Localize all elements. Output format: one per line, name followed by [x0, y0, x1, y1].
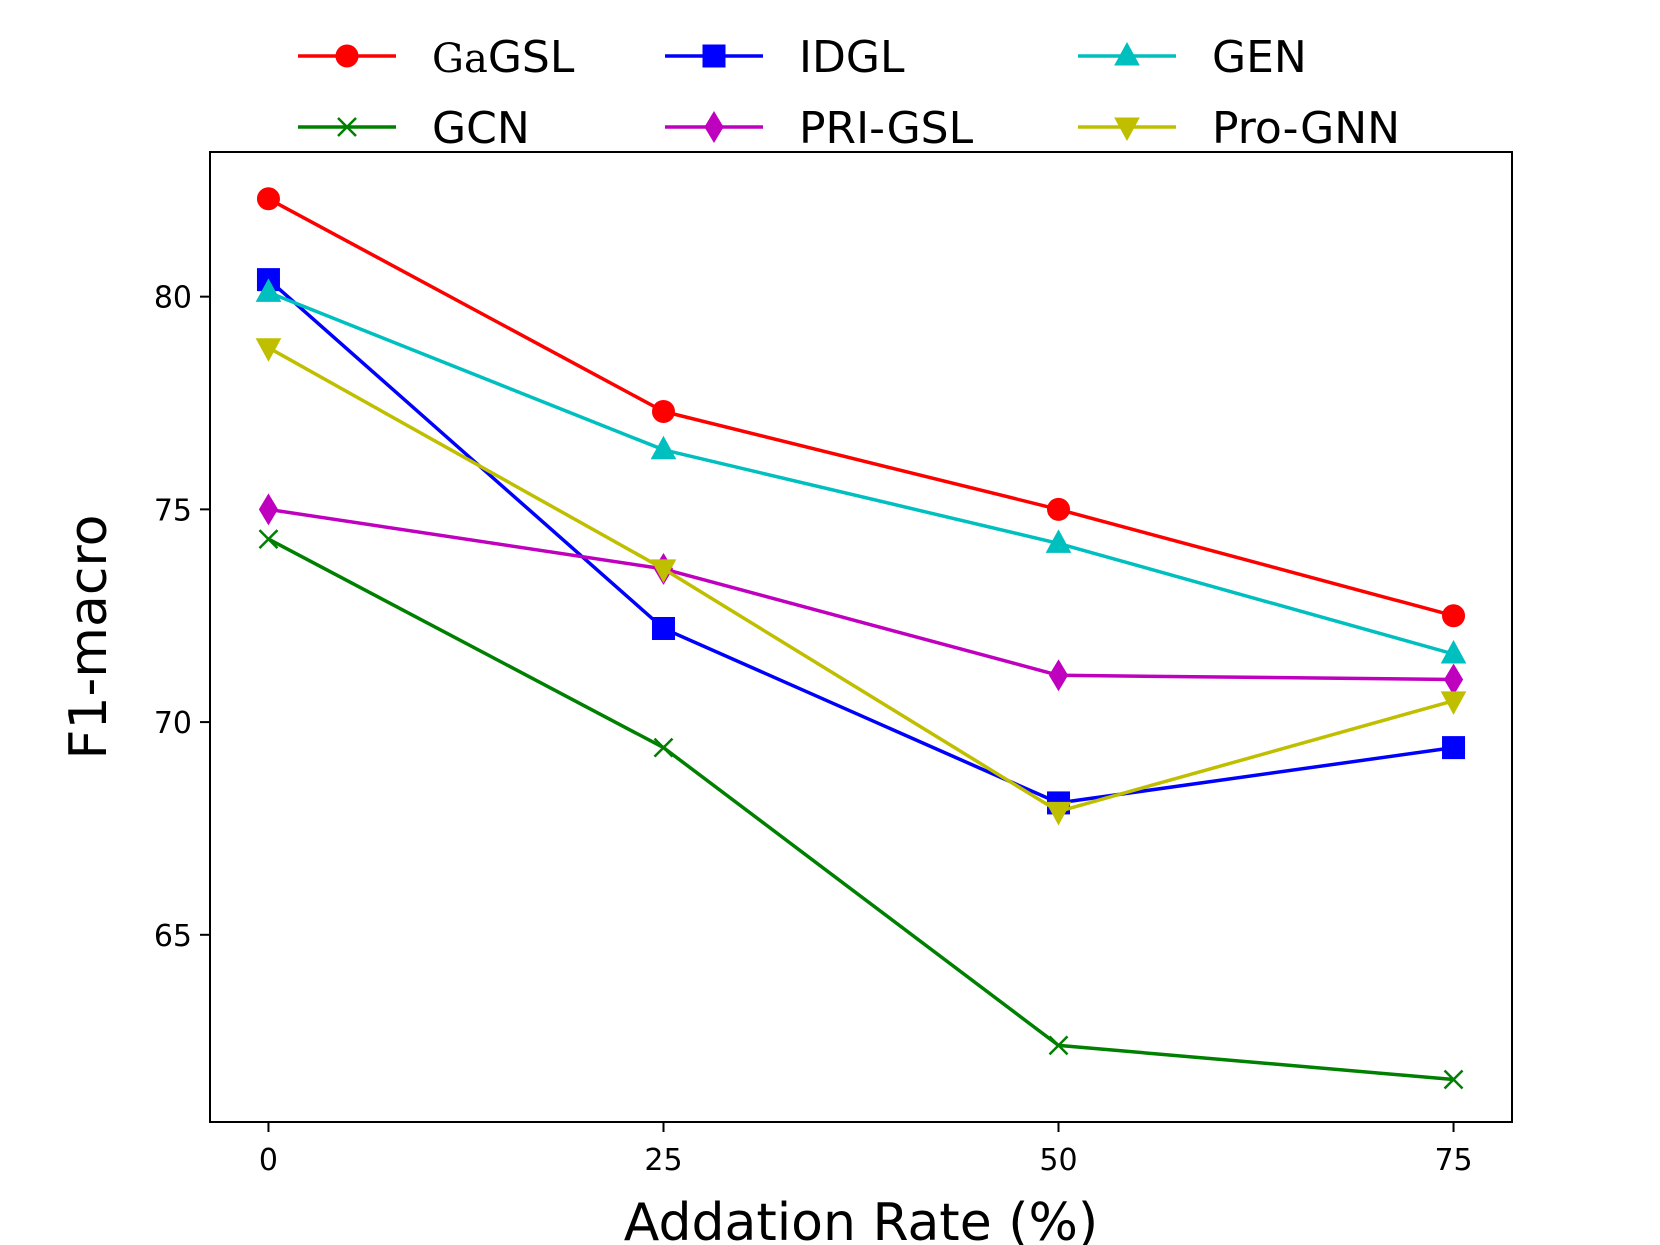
legend-marker: [1114, 41, 1140, 66]
x-tick-label: 75: [1434, 1143, 1472, 1178]
legend: GaGSL GCN IDGL PRI-GSL GEN Pro-GNN: [298, 32, 1400, 154]
series-line-pri-gsl: [268, 507, 1454, 682]
series-line-pro-gnn: [267, 346, 1454, 814]
data-point-pro-gnn-0: [255, 338, 282, 362]
data-point-gen-3: [1440, 639, 1467, 664]
legend-label: GaGSL: [432, 32, 575, 83]
series-pro-gnn: [255, 338, 1467, 826]
data-point-gagsl-2: [1047, 497, 1071, 521]
data-point-pri-gsl-0: [258, 493, 279, 526]
legend-marker: [1114, 117, 1140, 142]
x-tick-label: 50: [1039, 1143, 1077, 1178]
data-point-pro-gnn-2: [1045, 801, 1072, 826]
series-layer: [255, 187, 1467, 1090]
legend-marker: [337, 117, 357, 137]
y-tick-label: 70: [154, 706, 192, 741]
x-tick-label: 25: [644, 1143, 682, 1178]
data-point-gcn-2: [1048, 1035, 1069, 1056]
data-point-gen-1: [650, 435, 677, 460]
series-line-gagsl: [267, 197, 1454, 618]
series-idgl: [256, 268, 1466, 815]
data-point-pro-gnn-3: [1440, 691, 1467, 715]
legend-entry-idgl: IDGL: [665, 32, 905, 83]
y-axis-ticks: 65 70 75 80: [154, 281, 210, 954]
series-line-gcn: [267, 537, 1454, 1082]
legend-label: PRI-GSL: [799, 103, 974, 154]
data-point-gcn-1: [653, 737, 674, 758]
data-point-idgl-1: [651, 616, 675, 640]
legend-entry-pro-gnn: Pro-GNN: [1078, 103, 1400, 154]
data-point-gen-0: [255, 278, 282, 302]
y-tick-label: 80: [154, 281, 192, 316]
y-tick-label: 65: [154, 919, 192, 954]
x-axis-title: Addation Rate (%): [624, 1193, 1098, 1245]
data-point-idgl-3: [1442, 736, 1466, 760]
legend-label: GEN: [1212, 32, 1307, 83]
legend-label: GCN: [432, 103, 530, 154]
legend-marker: [704, 111, 724, 143]
legend-marker: [702, 44, 726, 68]
data-point-gcn-0: [258, 529, 279, 550]
y-tick-label: 75: [154, 493, 192, 528]
data-point-pri-gsl-2: [1048, 659, 1069, 692]
series-gagsl: [256, 187, 1466, 628]
legend-label-suffix: GSL: [488, 32, 575, 83]
series-pri-gsl: [258, 493, 1464, 696]
y-axis-title: F1-macro: [59, 515, 119, 760]
legend-marker: [335, 44, 359, 68]
series-line-gen: [267, 290, 1454, 656]
data-point-gagsl-1: [651, 400, 675, 424]
legend-entry-gcn: GCN: [298, 103, 530, 154]
series-line-idgl: [267, 278, 1454, 805]
data-point-gen-2: [1045, 529, 1072, 553]
legend-entry-pri-gsl: PRI-GSL: [665, 103, 974, 154]
legend-label: Pro-GNN: [1212, 103, 1400, 154]
data-point-pro-gnn-1: [650, 559, 677, 583]
x-axis-ticks: 0 25 50 75: [259, 1122, 1473, 1178]
data-point-gcn-3: [1443, 1069, 1464, 1090]
legend-label: IDGL: [799, 32, 905, 83]
legend-entry-gagsl: GaGSL: [298, 32, 575, 83]
plot-frame: [209, 151, 1513, 1123]
legend-label-prefix: Ga: [432, 36, 488, 82]
series-gen: [255, 278, 1467, 664]
x-tick-label: 0: [259, 1143, 278, 1178]
data-point-pri-gsl-3: [1443, 663, 1464, 696]
data-point-gagsl-3: [1442, 604, 1466, 628]
legend-entry-gen: GEN: [1078, 32, 1307, 83]
series-gcn: [258, 529, 1464, 1090]
data-point-gagsl-0: [256, 187, 280, 211]
